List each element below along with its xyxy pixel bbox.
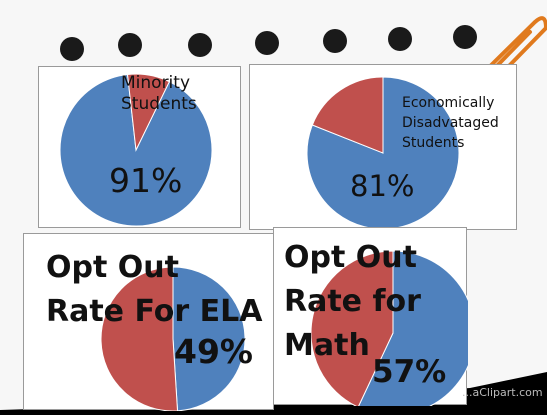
chart-panel-minority: Minority Students 91% [38, 66, 241, 228]
chart-title-ela: Opt Out Rate For ELA [46, 250, 263, 329]
pie-slice-economically-disadvantaged [306, 76, 460, 230]
value-label-minority: 91% [109, 161, 183, 200]
chart-title-economic: Economically Disadvataged Students [402, 95, 499, 151]
pie-slice-other [310, 250, 394, 408]
chart-panel-economic: Economically Disadvataged Students 81% [249, 64, 517, 230]
value-label-math: 57% [372, 354, 447, 390]
watermark: ...aClipart.com [462, 386, 543, 399]
pie-slice-other [100, 266, 179, 412]
pie-slice-other [126, 73, 170, 152]
chart-title-math: Opt Out Rate for Math [284, 240, 421, 363]
chart-panel-ela: Opt Out Rate For ELA 49% [23, 233, 274, 412]
value-label-economic: 81% [350, 169, 415, 203]
binder-holes [60, 25, 477, 61]
pie-chart-ela [100, 266, 246, 412]
pie-slice-other [311, 76, 384, 154]
pie-slice-opt-out [172, 266, 246, 412]
value-label-ela: 49% [174, 332, 253, 371]
pie-chart-minority [59, 73, 213, 227]
chart-panel-math: Opt Out Rate for Math 57% [273, 227, 476, 415]
chart-title-minority: Minority Students [121, 73, 197, 114]
pie-chart-economic [306, 76, 460, 230]
